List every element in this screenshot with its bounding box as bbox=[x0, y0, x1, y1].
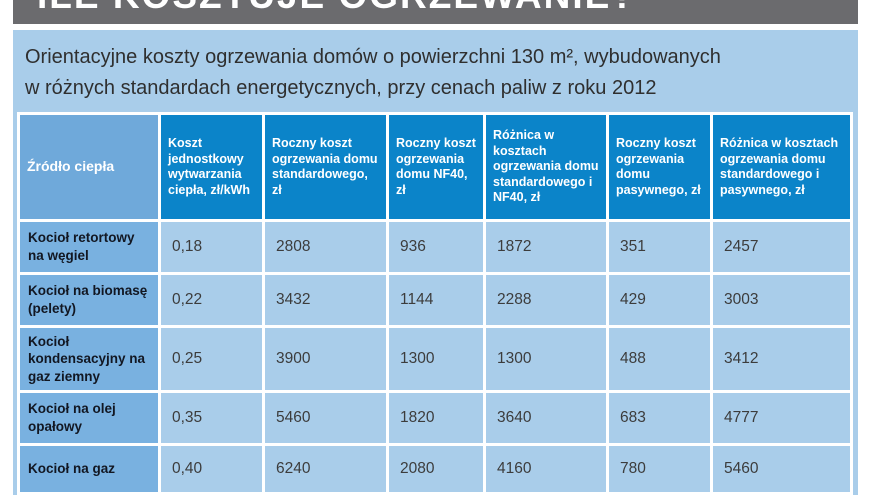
table-row: Kocioł kondensacyjny na gaz ziemny 0,25 … bbox=[20, 328, 850, 390]
value-cell: 0,35 bbox=[161, 393, 262, 443]
intro-line-1: Orientacyjne koszty ogrzewania domów o p… bbox=[25, 46, 721, 68]
column-header-diff-standard-nf40: Różnica w kosztach ogrzewania domu stand… bbox=[486, 115, 606, 219]
value-cell: 1820 bbox=[389, 393, 483, 443]
value-cell: 0,40 bbox=[161, 446, 262, 492]
table-row: Kocioł na biomasę (pelety) 0,22 3432 114… bbox=[20, 275, 850, 325]
column-header-annual-cost-standard: Roczny koszt ogrzewania domu standardowe… bbox=[265, 115, 386, 219]
row-label-oil-boiler: Kocioł na olej opałowy bbox=[20, 393, 158, 443]
value-cell: 1300 bbox=[486, 328, 606, 390]
value-cell: 351 bbox=[609, 222, 710, 272]
value-cell: 488 bbox=[609, 328, 710, 390]
column-header-diff-standard-passive: Różnica w kosztach ogrzewania domu stand… bbox=[713, 115, 850, 219]
value-cell: 0,22 bbox=[161, 275, 262, 325]
value-cell: 3900 bbox=[265, 328, 386, 390]
page-title: ILE KOSZTUJE OGRZEWANIE? bbox=[37, 0, 636, 17]
value-cell: 1872 bbox=[486, 222, 606, 272]
value-cell: 1144 bbox=[389, 275, 483, 325]
value-cell: 2080 bbox=[389, 446, 483, 492]
value-cell: 780 bbox=[609, 446, 710, 492]
value-cell: 3432 bbox=[265, 275, 386, 325]
value-cell: 3003 bbox=[713, 275, 850, 325]
value-cell: 936 bbox=[389, 222, 483, 272]
row-label-coal-retort-boiler: Kocioł retortowy na węgiel bbox=[20, 222, 158, 272]
value-cell: 5460 bbox=[265, 393, 386, 443]
heating-costs-table: Źródło ciepła Koszt jednostkowy wytwarza… bbox=[17, 112, 853, 495]
row-label-biomass-boiler: Kocioł na biomasę (pelety) bbox=[20, 275, 158, 325]
value-cell: 6240 bbox=[265, 446, 386, 492]
value-cell: 1300 bbox=[389, 328, 483, 390]
value-cell: 683 bbox=[609, 393, 710, 443]
value-cell: 5460 bbox=[713, 446, 850, 492]
value-cell: 2288 bbox=[486, 275, 606, 325]
section-header-bar: ILE KOSZTUJE OGRZEWANIE? bbox=[13, 0, 858, 24]
info-panel: Orientacyjne koszty ogrzewania domów o p… bbox=[13, 30, 858, 495]
table-row: Kocioł na gaz 0,40 6240 2080 4160 780 54… bbox=[20, 446, 850, 492]
value-cell: 4160 bbox=[486, 446, 606, 492]
table-row: Kocioł na olej opałowy 0,35 5460 1820 36… bbox=[20, 393, 850, 443]
table-header-row: Źródło ciepła Koszt jednostkowy wytwarza… bbox=[20, 115, 850, 219]
table-row: Kocioł retortowy na węgiel 0,18 2808 936… bbox=[20, 222, 850, 272]
column-header-unit-cost: Koszt jednostkowy wytwarzania ciepła, zł… bbox=[161, 115, 262, 219]
value-cell: 0,18 bbox=[161, 222, 262, 272]
value-cell: 4777 bbox=[713, 393, 850, 443]
value-cell: 429 bbox=[609, 275, 710, 325]
intro-text: Orientacyjne koszty ogrzewania domów o p… bbox=[13, 30, 858, 112]
value-cell: 3412 bbox=[713, 328, 850, 390]
column-header-annual-cost-nf40: Roczny koszt ogrzewania domu NF40, zł bbox=[389, 115, 483, 219]
value-cell: 2457 bbox=[713, 222, 850, 272]
row-label-gas-boiler: Kocioł na gaz bbox=[20, 446, 158, 492]
column-header-heat-source: Źródło ciepła bbox=[20, 115, 158, 219]
column-header-annual-cost-passive: Roczny koszt ogrzewania domu pasywnego, … bbox=[609, 115, 710, 219]
value-cell: 3640 bbox=[486, 393, 606, 443]
intro-line-2: w różnych standardach energetycznych, pr… bbox=[25, 77, 657, 99]
row-label-condensing-gas-boiler: Kocioł kondensacyjny na gaz ziemny bbox=[20, 328, 158, 390]
value-cell: 2808 bbox=[265, 222, 386, 272]
value-cell: 0,25 bbox=[161, 328, 262, 390]
